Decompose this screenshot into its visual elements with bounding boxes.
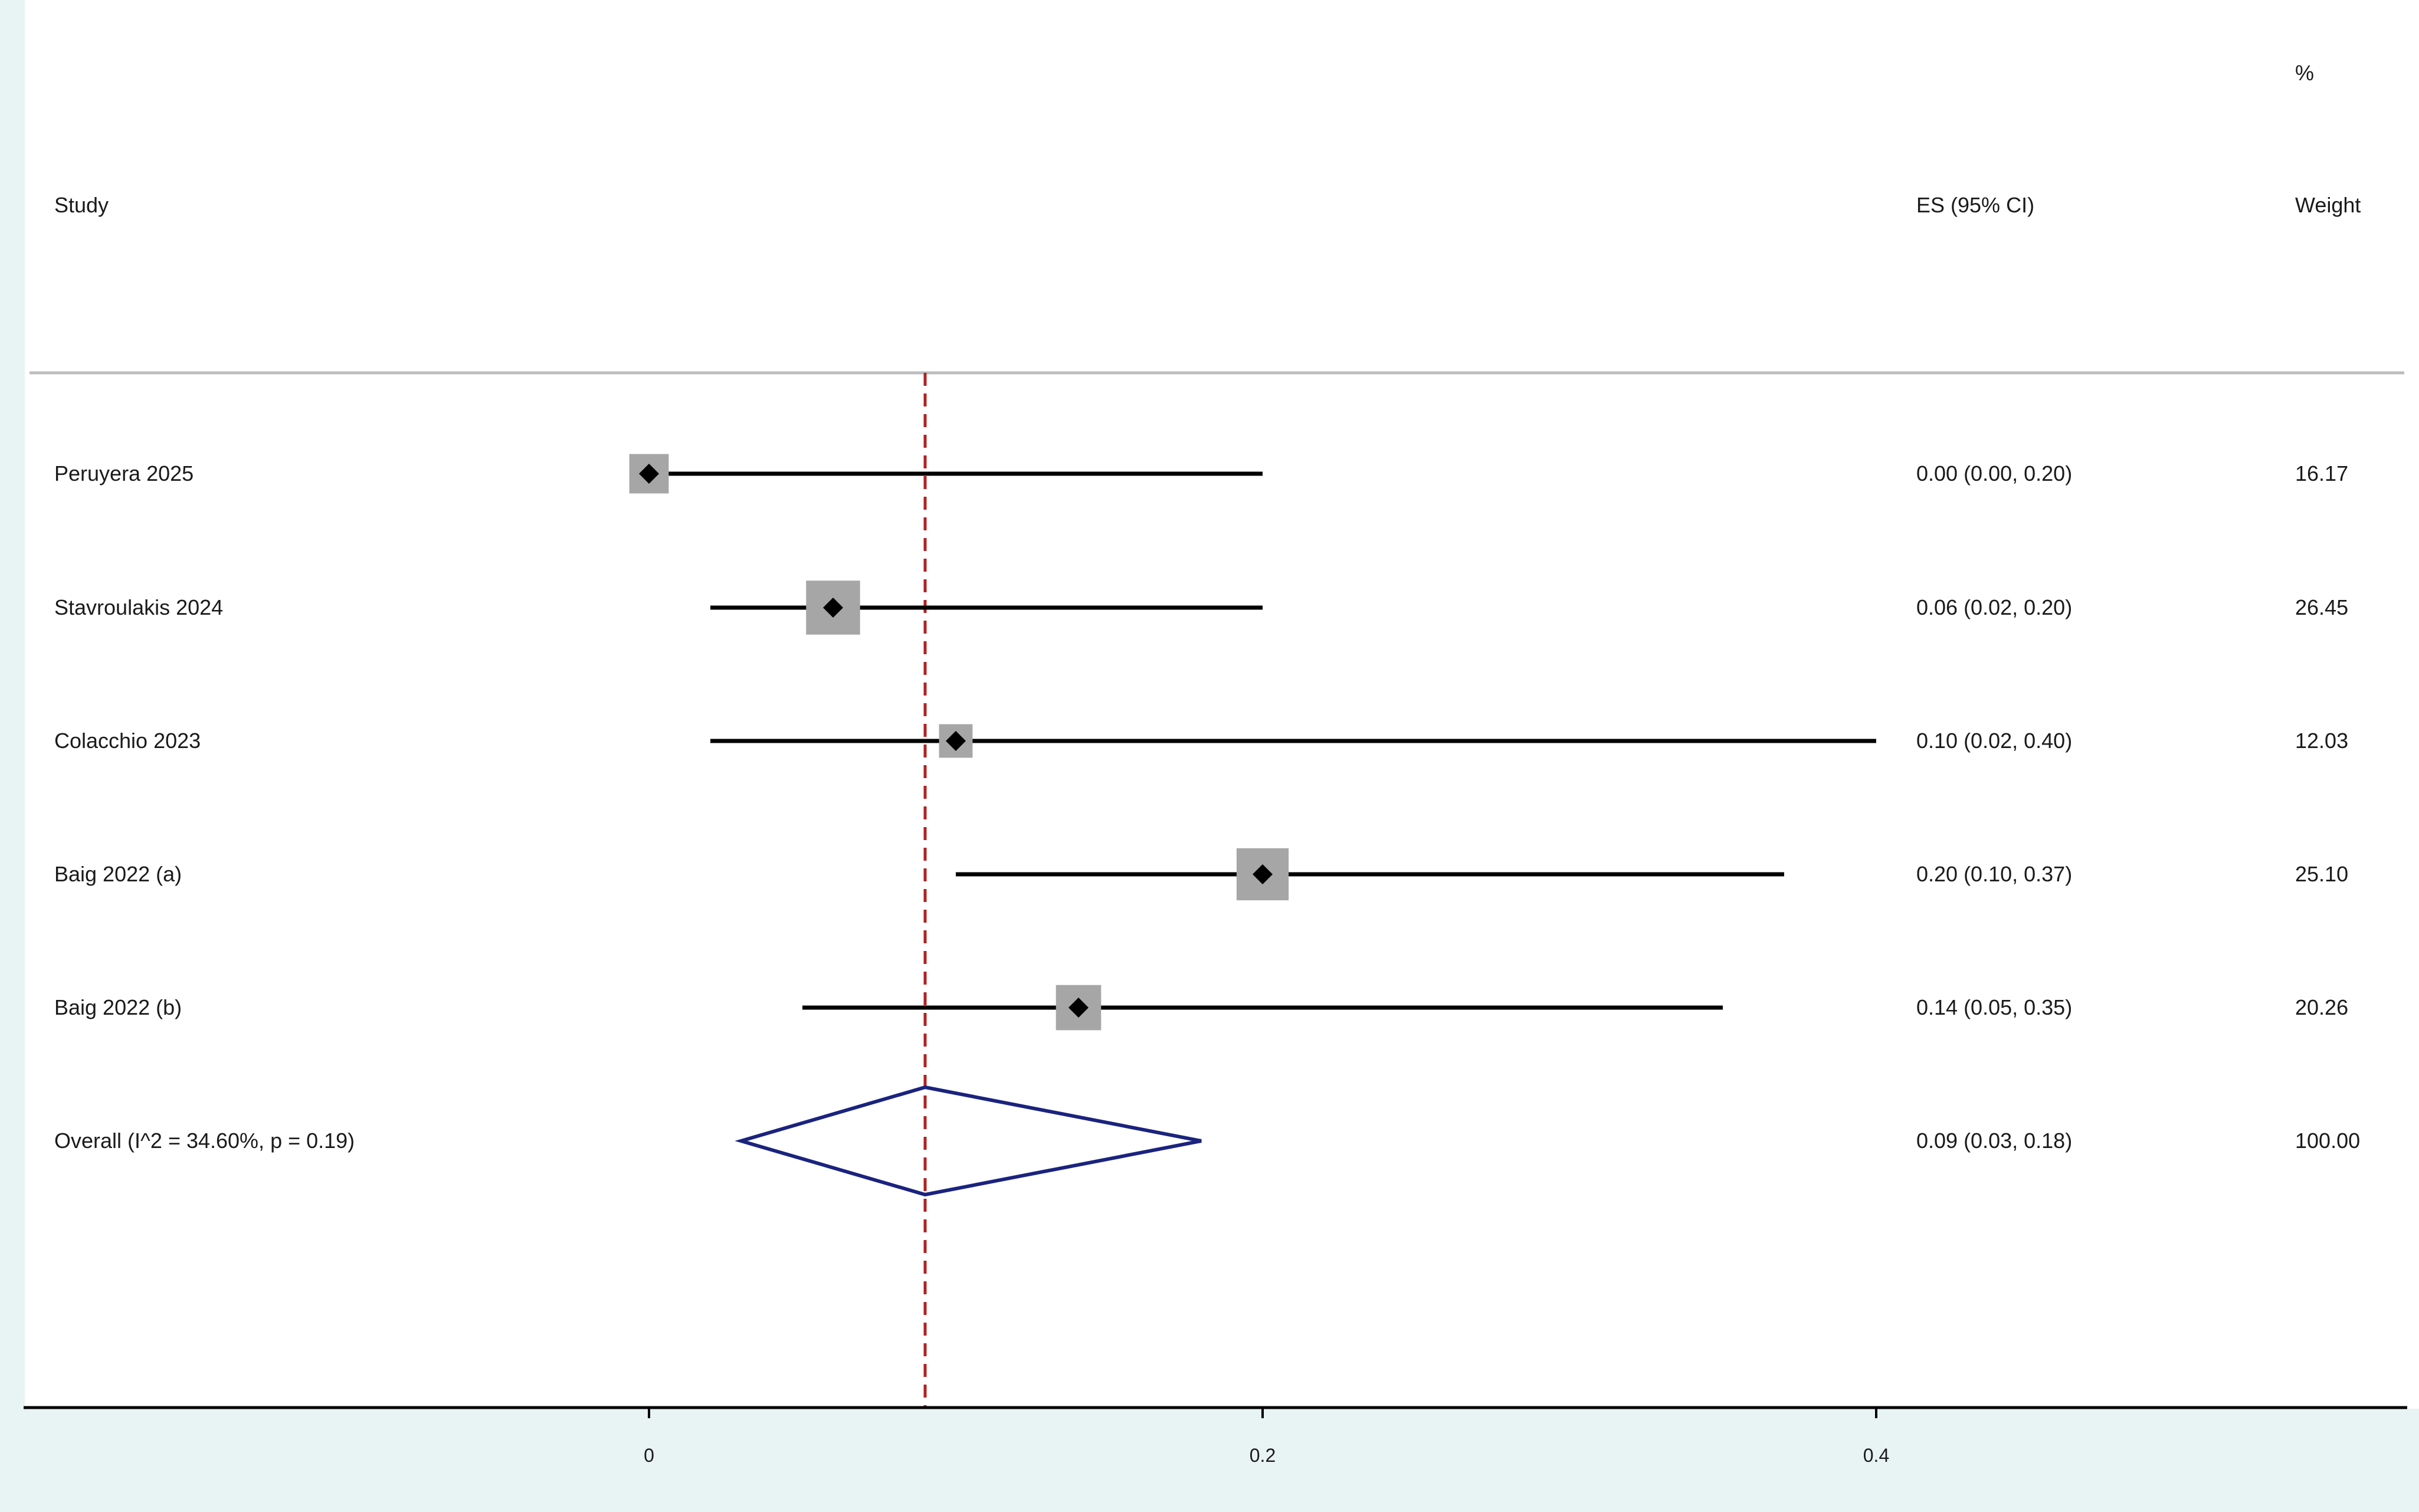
left-edge-band bbox=[0, 0, 25, 1512]
point-estimate bbox=[1068, 998, 1089, 1018]
overall-es-ci: 0.09 (0.03, 0.18) bbox=[1916, 1129, 2072, 1153]
study-es-ci: 0.00 (0.00, 0.20) bbox=[1916, 461, 2072, 486]
axis-band bbox=[24, 1409, 2419, 1512]
study-es-ci: 0.20 (0.10, 0.37) bbox=[1916, 862, 2072, 886]
point-estimate bbox=[639, 464, 659, 484]
study-es-ci: 0.14 (0.05, 0.35) bbox=[1916, 995, 2072, 1019]
x-axis-ticks: 0 0.2 0.4 bbox=[644, 1408, 1889, 1466]
study-weight: 25.10 bbox=[2295, 862, 2348, 886]
point-estimate bbox=[1253, 864, 1273, 884]
study-label: Colacchio 2023 bbox=[54, 729, 201, 753]
header-study: Study bbox=[54, 193, 109, 217]
overall-diamond bbox=[735, 1085, 1202, 1197]
study-rows: Peruyera 2025 0.00 (0.00, 0.20) 16.17 Stavr… bbox=[54, 461, 2360, 1153]
x-tick-label: 0.2 bbox=[1250, 1445, 1276, 1466]
point-estimate bbox=[823, 598, 843, 618]
overall-weight: 100.00 bbox=[2295, 1129, 2360, 1153]
study-weight: 26.45 bbox=[2295, 595, 2348, 619]
study-weight: 16.17 bbox=[2295, 461, 2348, 486]
plot-marks bbox=[629, 373, 1876, 1408]
study-label: Baig 2022 (b) bbox=[54, 995, 182, 1019]
header-weight-percent: % bbox=[2295, 61, 2314, 85]
header-weight: Weight bbox=[2295, 193, 2361, 217]
study-label: Baig 2022 (a) bbox=[54, 862, 182, 886]
study-label: Stavroulakis 2024 bbox=[54, 595, 223, 619]
header-es-ci: ES (95% CI) bbox=[1916, 193, 2034, 217]
point-estimate bbox=[946, 731, 966, 751]
study-es-ci: 0.10 (0.02, 0.40) bbox=[1916, 729, 2072, 753]
study-label: Peruyera 2025 bbox=[54, 461, 194, 486]
study-weight: 12.03 bbox=[2295, 729, 2348, 753]
x-tick-label: 0.4 bbox=[1863, 1445, 1889, 1466]
x-tick-label: 0 bbox=[644, 1445, 654, 1466]
overall-label: Overall (I^2 = 34.60%, p = 0.19) bbox=[54, 1129, 355, 1153]
study-weight: 20.26 bbox=[2295, 995, 2348, 1019]
study-es-ci: 0.06 (0.02, 0.20) bbox=[1916, 595, 2072, 619]
